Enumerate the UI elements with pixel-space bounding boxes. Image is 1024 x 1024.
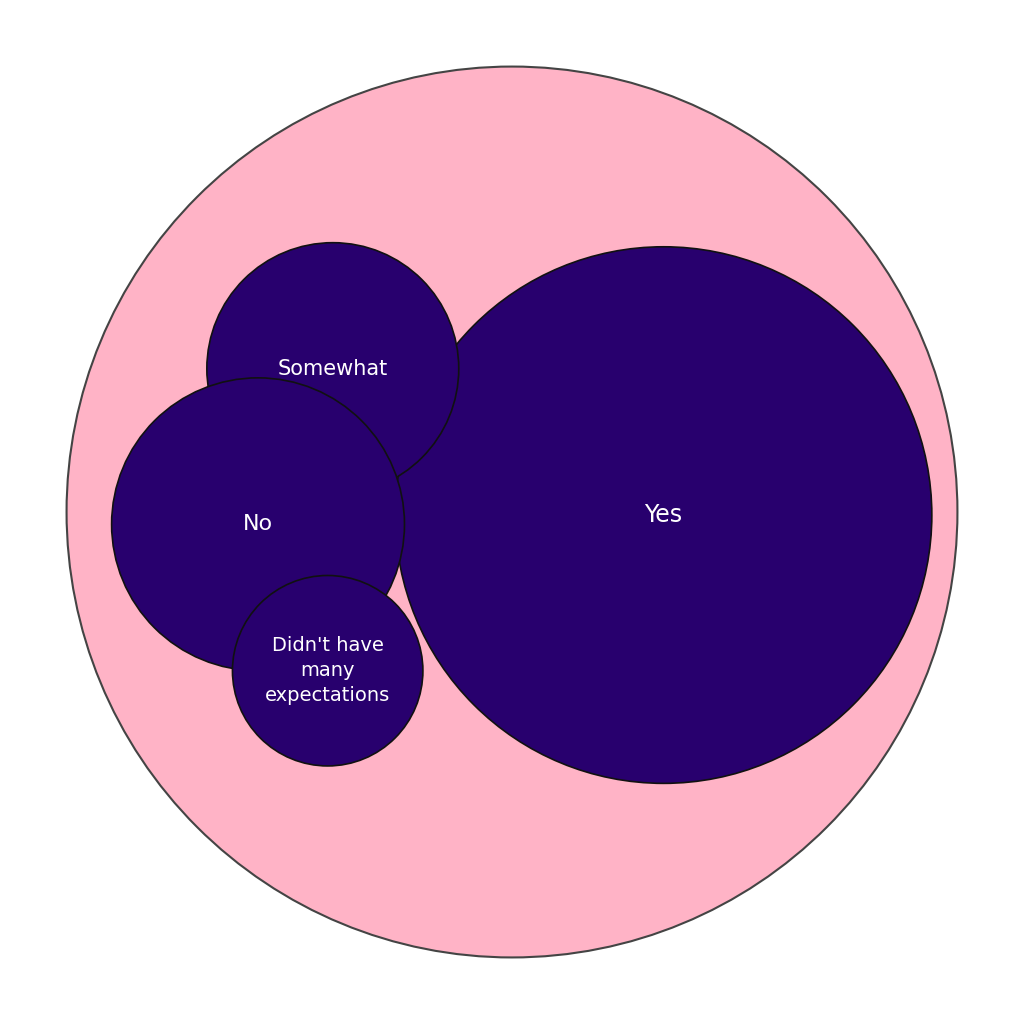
Circle shape xyxy=(395,247,932,783)
Circle shape xyxy=(112,378,404,671)
Circle shape xyxy=(67,67,957,957)
Circle shape xyxy=(207,243,459,495)
Text: Somewhat: Somewhat xyxy=(278,358,388,379)
Text: No: No xyxy=(243,514,273,535)
Text: Didn't have
many
expectations: Didn't have many expectations xyxy=(265,636,390,706)
Text: Yes: Yes xyxy=(644,503,683,527)
Circle shape xyxy=(232,575,423,766)
